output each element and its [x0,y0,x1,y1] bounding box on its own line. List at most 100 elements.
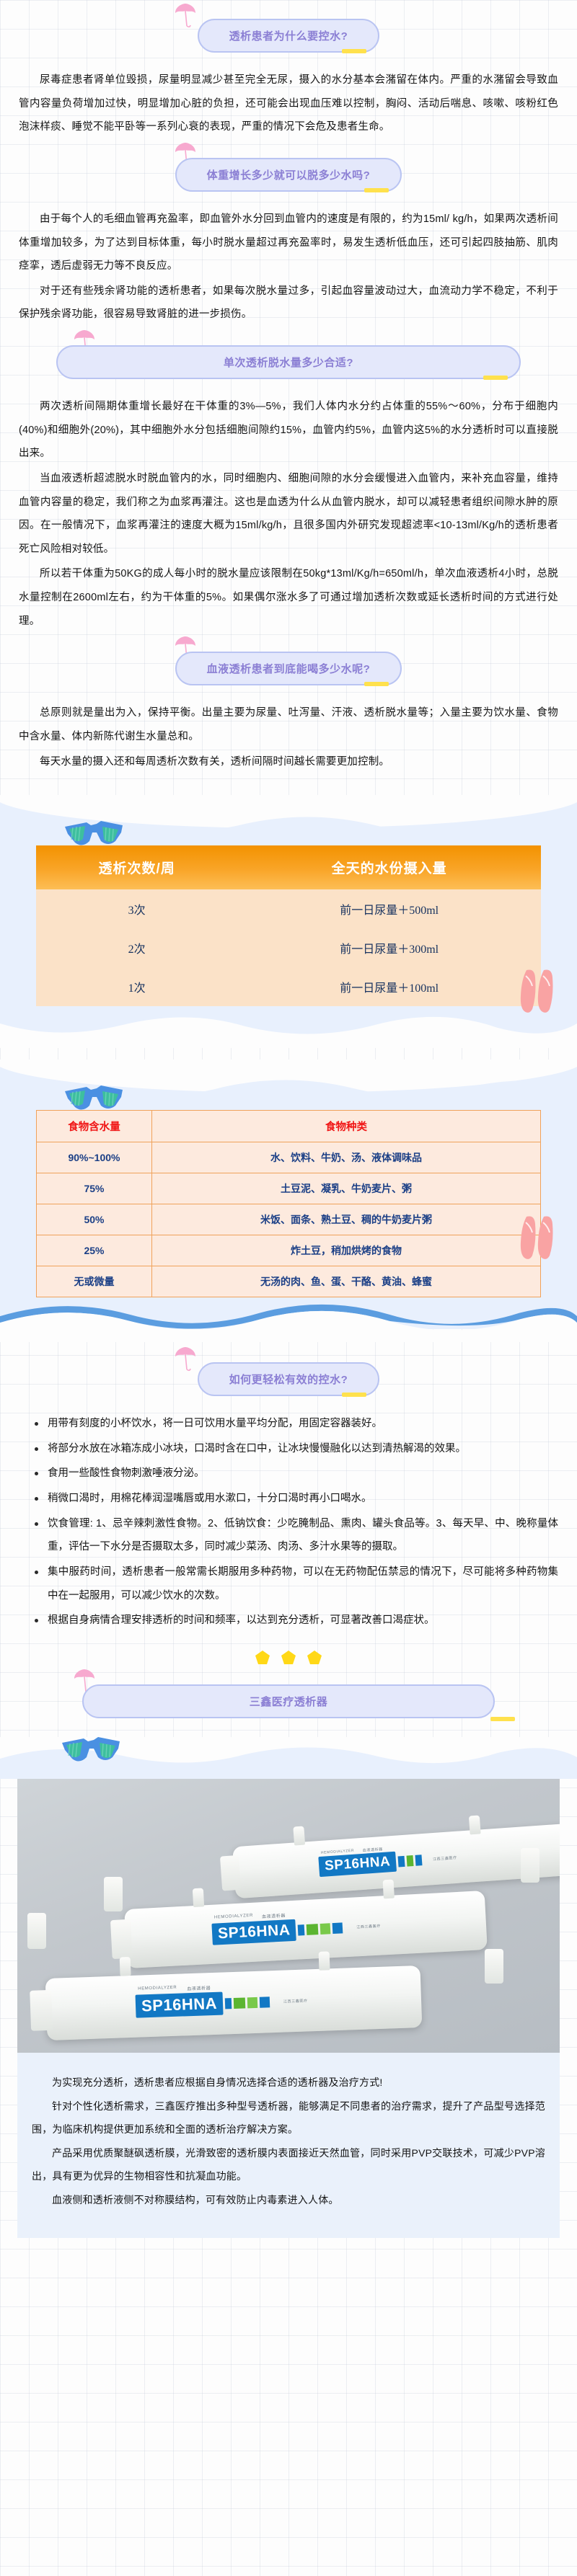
label-swatch-blue [297,1924,305,1935]
dialyzer-brand: 江西三鑫医疗 [283,1998,308,2004]
food-water-content-table: 食物含水量 食物种类 90%~100% 水、饮料、牛奶、汤、液体调味品 75% … [36,1110,541,1298]
paragraph-3: 对于还有些残余肾功能的透析患者，如果每次脱水量过多，引起血容量波动过大，血流动力… [19,285,558,321]
label-swatch-blue [332,1922,343,1934]
paragraph-4: 两次透析间隔期体重增长最好在干体重的3%—5%，我们人体内水分约占体重的55%～… [19,401,558,460]
dialyzer-cap [521,1847,539,1883]
cell-intake: 前一日尿量＋500ml [340,905,439,918]
wave-decoration [0,1080,577,1105]
section-title-3-text: 单次透析脱水量多少合适? [223,357,354,369]
title-underline-accent [364,187,389,192]
label-swatch-blue [259,1996,270,2007]
cell-water-content: 75% [36,1173,152,1205]
label-swatch-green [406,1855,414,1866]
list-item: 稍微口渴时，用棉花棒润湿嘴唇或用水漱口，十分口渴时再小口喝水。 [33,1487,558,1511]
sunglasses-icon [62,1736,120,1762]
cell-food-type: 水、饮料、牛奶、汤、液体调味品 [151,1142,541,1174]
dialyzer-label: SP16HNA 江西三鑫医疗 [135,1989,309,2018]
paragraph-1: 尿毒症患者肾单位毁损，尿量明显减少甚至完全无尿，摄入的水分基本会潴留在体内。严重… [19,74,558,133]
pentagon-icon [307,1650,322,1664]
umbrella-icon [175,1347,195,1372]
paragraph-8: 每天水量的摄入还和每周透析次数有关，透析间隔时间越长需要更加控制。 [40,755,390,768]
dialyzer-port [192,1888,205,1907]
pentagon-decoration-group [0,1650,577,1666]
table-row: 2次 前一日尿量＋300ml [36,928,541,967]
dialyzer-model-name: SP16HNA [135,1991,224,2018]
dialyzer-cap [30,1989,53,2031]
dialyzer-port [382,1879,395,1899]
section-header-2: 体重增长多少就可以脱多少水吗? [0,142,577,192]
cell-intake: 前一日尿量＋300ml [340,943,439,956]
footer-paragraph-4: 血液侧和透析液侧不对称膜结构，可有效防止内毒素进入人体。 [52,2194,339,2206]
dialyzer-cap [485,1948,503,1984]
title-underline-accent [342,49,367,53]
section-title-5: 如何更轻松有效的控水? [197,1362,380,1398]
title-underline-accent [483,376,508,380]
label-swatch-blue [415,1854,423,1866]
dialyzer-port [468,1815,481,1835]
col-header-food-type: 食物种类 [151,1110,541,1143]
col-header-frequency: 透析次数/周 [36,845,238,890]
flipflops-icon [520,1216,553,1260]
list-item: 食用一些酸性食物刺激唾液分泌。 [33,1462,558,1485]
table-row: 3次 前一日尿量＋500ml [36,889,541,928]
cell-water-content: 50% [36,1204,152,1236]
table-header-row: 透析次数/周 全天的水份摄入量 [36,845,541,890]
title-underline-accent [490,1716,516,1721]
dialyzer-en-label: HEMODIALYZER [138,1985,177,1991]
dialyzer-port [119,1956,131,1976]
wave-decoration [0,1736,577,1763]
label-swatch-green [306,1923,319,1935]
section-title-6: 三鑫医疗透析器 [82,1684,516,1721]
section-header-5: 如何更轻松有效的控水? [0,1347,577,1398]
dialyzer-port [318,1951,330,1971]
section-header-1: 透析患者为什么要控水? [0,4,577,53]
list-item: 饮食管理: 1、忌辛辣刺激性食物。2、低钠饮食：少吃腌制品、熏肉、罐头食品等。3… [33,1512,558,1559]
paragraph-5: 当血液透析超滤脱水时脱血管内的水，同时细胞内、细胞间隙的水分会缓慢进入血管内，来… [19,472,558,555]
table-row: 无或微量 无汤的肉、鱼、蛋、干酪、黄油、蜂蜜 [36,1266,541,1298]
section-header-4: 血液透析患者到底能喝多少水呢? [0,636,577,687]
section-title-4-text: 血液透析患者到底能喝多少水呢? [206,663,371,676]
cell-intake: 前一日尿量＋100ml [340,982,439,995]
label-swatch-blue [397,1855,405,1867]
table-row: 50% 米饭、面条、熟土豆、稠的牛奶麦片粥 [36,1204,541,1236]
dialyzer-brand: 江西三鑫医疗 [356,1923,382,1929]
cell-water-content: 无或微量 [36,1266,152,1298]
dialyzer-model-name: SP16HNA [318,1851,397,1877]
dialyzer-port [293,1826,306,1846]
paragraph-6: 所以若干体重为50KG的成人每小时的脱水量应该限制在50kg*13ml/Kg/h… [19,568,558,627]
section-title-1-text: 透析患者为什么要控水? [229,30,348,43]
beach-band-table-1: 透析次数/周 全天的水份摄入量 3次 前一日尿量＋500ml 2次 前一日尿量＋… [0,795,577,1049]
cell-frequency: 3次 [128,905,146,918]
article-page: 透析患者为什么要控水? 尿毒症患者肾单位毁损，尿量明显减少甚至完全无尿，摄入的水… [0,4,577,2238]
list-item: 将部分水放在冰箱冻成小冰块，口渴时含在口中，让冰块慢慢融化以达到清热解渴的效果。 [33,1437,558,1461]
wave-decoration [0,1017,577,1049]
section-header-6: 三鑫医疗透析器 [0,1669,577,1721]
footer-paragraph-1: 为实现充分透析，透析患者应根据自身情况选择合适的透析器及治疗方式! [52,2076,383,2088]
sunglasses-icon [65,821,123,845]
tips-list: 用带有刻度的小杯饮水，将一日可饮用水量平均分配，用固定容器装好。 将部分水放在冰… [33,1412,558,1633]
wave-decoration-blue [0,1305,577,1343]
list-item: 用带有刻度的小杯饮水，将一日可饮用水量平均分配，用固定容器装好。 [33,1412,558,1436]
product-photo-band: HEMODIALYZER 血液透析器 SP16HNA 江西三鑫医疗 HEMODI… [0,1736,577,2053]
product-description: 为实现充分透析，透析患者应根据自身情况选择合适的透析器及治疗方式! 针对个性化透… [17,2052,560,2238]
product-photo: HEMODIALYZER 血液透析器 SP16HNA 江西三鑫医疗 HEMODI… [17,1778,560,2053]
dialyzer-label: SP16HNA 江西三鑫医疗 [211,1914,381,1945]
dialyzer-cn-label: 血液透析器 [187,1986,211,1991]
section-title-6-text: 三鑫医疗透析器 [249,1695,328,1708]
title-underline-accent [364,682,389,687]
label-swatch-blue [224,1997,232,2009]
label-swatch-green [320,1922,331,1935]
dialyzer-model-name: SP16HNA [211,1919,297,1945]
dialyzer-unit: HEMODIALYZER 血液透析器 SP16HNA 江西三鑫医疗 [30,1951,423,2040]
dialyzer-unit: HEMODIALYZER 血液透析器 SP16HNA 江西三鑫医疗 [219,1815,560,1899]
section-title-2-text: 体重增长多少就可以脱多少水吗? [206,169,371,182]
table-row: 75% 土豆泥、凝乳、牛奶麦片、粥 [36,1173,541,1205]
section-title-4: 血液透析患者到底能喝多少水呢? [175,652,402,687]
section-title-3: 单次透析脱水量多少合适? [56,345,521,380]
section-title-1: 透析患者为什么要控水? [197,19,380,53]
cell-frequency: 2次 [128,943,146,956]
cell-food-type: 炸土豆，稍加烘烤的食物 [151,1235,541,1267]
cell-food-type: 无汤的肉、鱼、蛋、干酪、黄油、蜂蜜 [151,1266,541,1298]
label-swatch-green [247,1997,258,2008]
flipflops-icon [520,969,553,1013]
